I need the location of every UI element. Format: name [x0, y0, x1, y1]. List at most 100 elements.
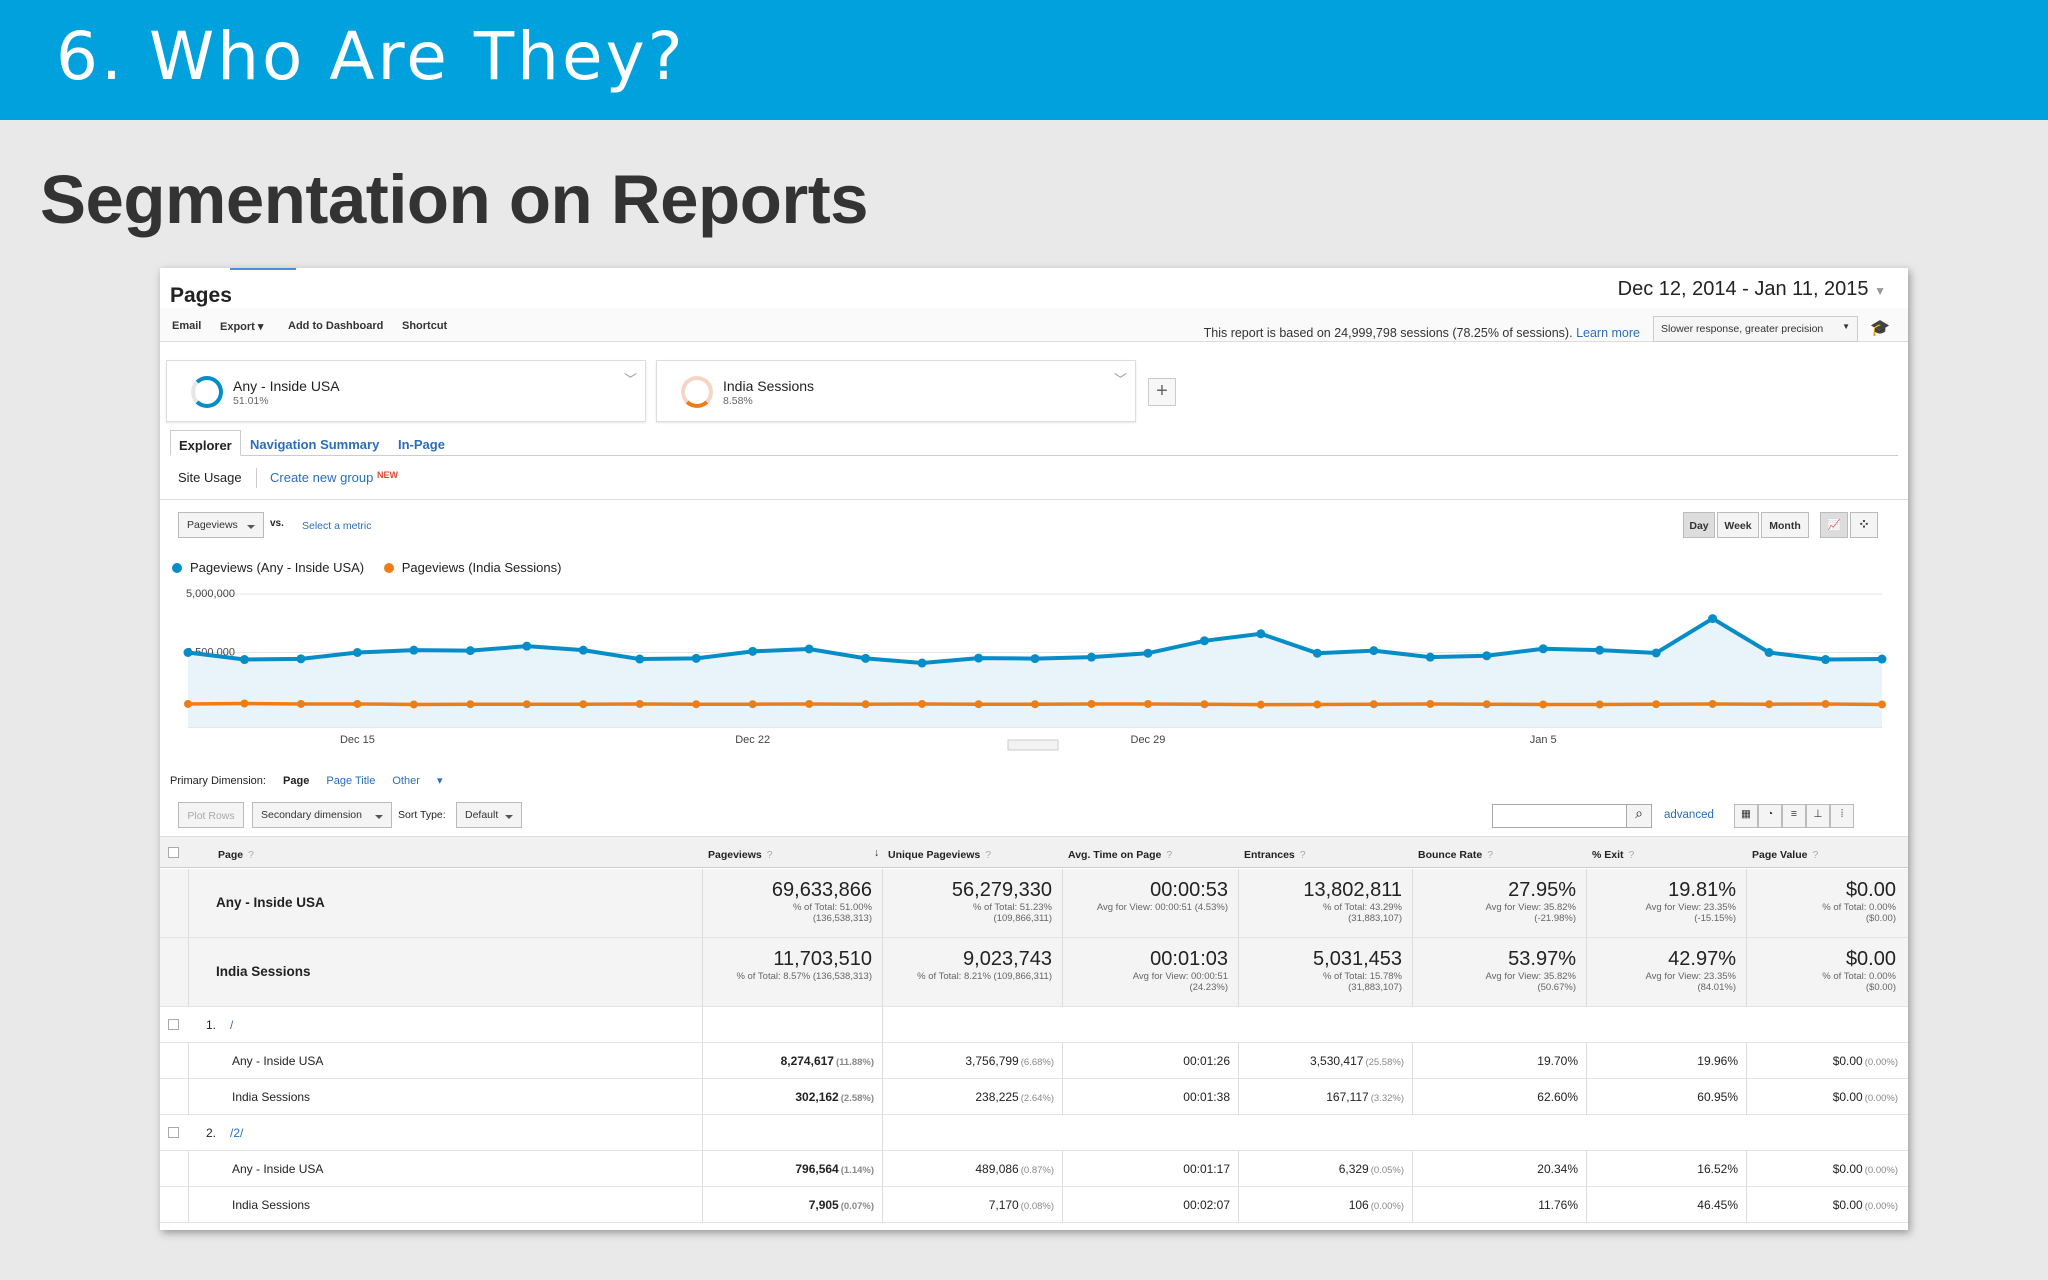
- column-header[interactable]: Page Value?: [1752, 849, 1818, 861]
- totals-value: 11,703,510: [773, 948, 872, 970]
- column-divider: [1062, 938, 1063, 1007]
- metric-select[interactable]: Pageviews: [178, 512, 264, 538]
- tab-explorer[interactable]: Explorer: [170, 430, 241, 456]
- help-icon[interactable]: ?: [1487, 849, 1494, 861]
- pie-view-icon[interactable]: ◔: [1758, 804, 1782, 828]
- chevron-down-icon[interactable]: ﹀: [1113, 372, 1127, 387]
- precision-select[interactable]: Slower response, greater precision ▼: [1653, 316, 1858, 342]
- segment-card-usa[interactable]: Any - Inside USA 51.01% ﹀: [166, 360, 646, 422]
- line-chart-icon[interactable]: 📈: [1820, 512, 1848, 538]
- cell-value: 238,225: [975, 1090, 1019, 1104]
- table-cell: 7,170 (0.08%): [989, 1198, 1054, 1212]
- totals-value: 5,031,453: [1313, 948, 1402, 970]
- column-header[interactable]: % Exit?: [1592, 849, 1634, 861]
- cell-value: 167,117: [1326, 1090, 1369, 1104]
- add-segment-button[interactable]: +: [1148, 378, 1176, 406]
- data-point-india: [1256, 700, 1265, 709]
- create-new-group-link[interactable]: Create new group NEW: [270, 470, 398, 485]
- date-range-picker[interactable]: Dec 12, 2014 - Jan 11, 2015 ▼: [1618, 278, 1886, 301]
- learn-more-link[interactable]: Learn more: [1576, 326, 1640, 340]
- data-point-usa: [1538, 644, 1548, 654]
- column-header[interactable]: Bounce Rate?: [1418, 849, 1493, 861]
- help-icon[interactable]: ?: [1628, 849, 1635, 861]
- row-checkbox[interactable]: [168, 1127, 179, 1138]
- tab-navigation-summary[interactable]: Navigation Summary: [250, 437, 380, 452]
- segment-ring-icon: [681, 376, 713, 408]
- data-point-india: [748, 700, 757, 709]
- totals-subtext: (-15.15%): [1694, 913, 1736, 924]
- sort-desc-icon[interactable]: ↓: [874, 847, 880, 859]
- search-icon[interactable]: ⌕: [1626, 804, 1652, 828]
- page-link[interactable]: /2/: [230, 1126, 244, 1140]
- data-point-usa: [974, 653, 984, 663]
- table-cell: $0.00 (0.00%): [1833, 1054, 1898, 1068]
- motion-chart-icon[interactable]: ⁘: [1850, 512, 1878, 538]
- select-metric-link[interactable]: Select a metric: [302, 520, 372, 532]
- help-icon[interactable]: ?: [248, 849, 254, 861]
- select-all-checkbox[interactable]: [168, 847, 179, 858]
- day-button[interactable]: Day: [1683, 512, 1715, 538]
- advanced-filter-link[interactable]: advanced: [1664, 809, 1714, 821]
- data-point-usa: [1877, 654, 1887, 664]
- row-segment-label: India Sessions: [232, 1198, 311, 1212]
- totals-segment-label: Any - Inside USA: [216, 895, 325, 910]
- column-header[interactable]: Entrances?: [1244, 849, 1306, 861]
- email-button[interactable]: Email: [172, 320, 202, 332]
- column-header[interactable]: Pageviews? ↓: [708, 847, 879, 861]
- column-header-label: Bounce Rate: [1418, 849, 1483, 861]
- totals-subtext: (31,883,107): [1348, 982, 1402, 993]
- cell-value: 796,564: [795, 1162, 839, 1176]
- data-point-usa: [1143, 648, 1153, 658]
- plot-rows-button[interactable]: Plot Rows: [178, 802, 244, 828]
- column-divider: [1586, 1151, 1587, 1187]
- export-button[interactable]: Export ▾: [220, 321, 264, 333]
- column-header[interactable]: Page?: [218, 849, 254, 861]
- help-icon[interactable]: ?: [766, 849, 773, 861]
- row-checkbox[interactable]: [168, 1019, 179, 1030]
- column-header[interactable]: Avg. Time on Page?: [1068, 849, 1172, 861]
- segment-card-india[interactable]: India Sessions 8.58% ﹀: [656, 360, 1136, 422]
- column-divider: [188, 869, 189, 938]
- help-icon[interactable]: ?: [1166, 849, 1173, 861]
- help-icon[interactable]: ?: [1299, 849, 1306, 861]
- week-button[interactable]: Week: [1717, 512, 1759, 538]
- sort-type-select[interactable]: Default: [456, 802, 522, 828]
- column-divider: [1412, 1079, 1413, 1115]
- column-divider: [1412, 1151, 1413, 1187]
- dimension-other[interactable]: Other ▾: [392, 775, 443, 787]
- subtab-site-usage[interactable]: Site Usage: [178, 470, 242, 485]
- table-search-input[interactable]: [1492, 804, 1644, 828]
- legend-item-usa[interactable]: Pageviews (Any - Inside USA): [172, 560, 364, 575]
- pivot-view-icon[interactable]: ⦙: [1830, 804, 1854, 828]
- shortcut-button[interactable]: Shortcut: [402, 320, 448, 332]
- graduation-cap-icon[interactable]: 🎓: [1870, 320, 1890, 337]
- data-point-india: [1765, 700, 1774, 709]
- legend-item-india[interactable]: Pageviews (India Sessions): [383, 560, 561, 575]
- data-point-india: [1878, 700, 1886, 709]
- divider: [256, 468, 257, 488]
- column-divider: [188, 1151, 189, 1187]
- page-link[interactable]: /: [230, 1018, 234, 1032]
- dimension-page[interactable]: Page: [283, 775, 310, 787]
- data-point-usa: [1256, 629, 1266, 639]
- help-icon[interactable]: ?: [1812, 849, 1819, 861]
- tab-in-page[interactable]: In-Page: [398, 437, 445, 452]
- slide-subtitle: Segmentation on Reports: [40, 161, 869, 238]
- column-header[interactable]: Unique Pageviews?: [888, 849, 991, 861]
- table-view-icon[interactable]: ▦: [1734, 804, 1758, 828]
- dimension-page-title[interactable]: Page Title: [326, 775, 376, 787]
- data-point-usa: [1764, 648, 1774, 657]
- cell-percent: (0.00%): [1864, 1201, 1898, 1212]
- primary-dimension-label: Primary Dimension:: [170, 775, 266, 787]
- add-to-dashboard-button[interactable]: Add to Dashboard: [288, 320, 384, 332]
- cell-percent: (6.68%): [1020, 1057, 1054, 1068]
- comparison-view-icon[interactable]: ⊥: [1806, 804, 1830, 828]
- data-point-usa: [1086, 652, 1096, 662]
- help-icon[interactable]: ?: [985, 849, 992, 861]
- cell-value: 46.45%: [1697, 1198, 1738, 1212]
- performance-view-icon[interactable]: ≡: [1782, 804, 1806, 828]
- chevron-down-icon[interactable]: ﹀: [623, 372, 637, 387]
- secondary-dimension-select[interactable]: Secondary dimension: [252, 802, 392, 828]
- totals-subtext: % of Total: 51.23%: [972, 902, 1052, 913]
- month-button[interactable]: Month: [1761, 512, 1809, 538]
